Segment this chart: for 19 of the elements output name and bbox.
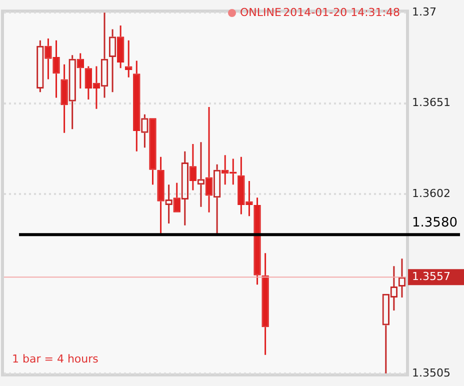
y-tick-label: 1.3505 <box>412 366 450 380</box>
y-tick-label: 1.37 <box>412 5 436 18</box>
candlestick <box>133 60 140 152</box>
annotation: ONLINE <box>240 6 282 19</box>
candlestick <box>262 252 269 356</box>
ref-line-label: 1.3557 <box>412 270 450 284</box>
annotation: 1 bar = 4 hours <box>12 352 99 366</box>
candlestick <box>60 64 68 134</box>
y-tick-label: 1.3651 <box>412 96 450 110</box>
annotation: 2014-01-20 14:31:48 <box>283 6 400 19</box>
candlestick <box>149 118 156 186</box>
candlestick <box>157 156 164 236</box>
y-tick-label: 1.3602 <box>412 186 450 200</box>
ref-line-label: 1.3580 <box>412 216 458 231</box>
candlestick <box>173 182 180 212</box>
candlestick <box>205 106 213 214</box>
candlestick <box>116 24 124 69</box>
candlestick <box>254 196 261 286</box>
candlestick <box>189 143 197 191</box>
